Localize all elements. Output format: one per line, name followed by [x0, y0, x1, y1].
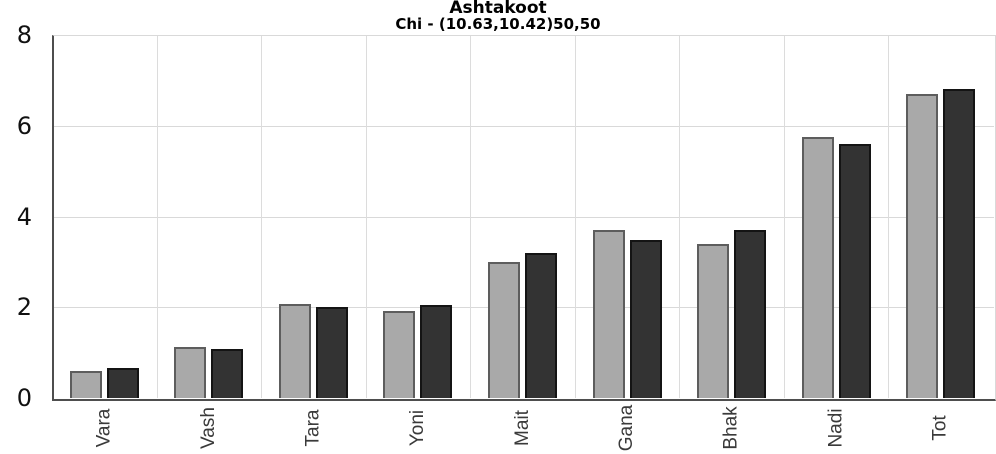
bar-dark-gray-series-bhak: [734, 230, 767, 398]
x-tick-label-nadi: Nadi: [806, 402, 866, 454]
gridline-x-6: [679, 36, 680, 398]
bar-dark-gray-series-gana: [629, 240, 662, 398]
bar-dark-gray-series-tot: [943, 89, 976, 398]
gridline-x-5: [575, 36, 576, 398]
y-tick-label: 8: [16, 21, 32, 49]
bar-light-gray-series-bhak: [697, 243, 730, 398]
x-tick-label-text: Tara: [302, 409, 324, 447]
x-tick-label-gana: Gana: [597, 402, 657, 454]
gridline-y-6: [54, 125, 994, 127]
x-tick-label-text: Yoni: [406, 409, 428, 447]
bar-light-gray-series-yoni: [383, 310, 416, 398]
x-tick-label-text: Mait: [511, 410, 533, 446]
y-tick-label: 0: [16, 384, 32, 412]
x-tick-label-tara: Tara: [283, 402, 343, 454]
bar-light-gray-series-nadi: [801, 137, 834, 398]
x-tick-label-text: Bhak: [720, 406, 742, 450]
bar-dark-gray-series-tara: [315, 307, 348, 398]
gridline-x-2: [261, 36, 262, 398]
bar-dark-gray-series-nadi: [838, 143, 871, 398]
gridline-x-8: [888, 36, 889, 398]
chart-title: Ashtakoot: [449, 0, 547, 18]
bar-light-gray-series-tot: [906, 93, 939, 398]
x-tick-label-text: Gana: [616, 404, 638, 452]
gridline-x-7: [784, 36, 785, 398]
bar-dark-gray-series-vash: [211, 348, 244, 398]
x-tick-label-text: Vara: [93, 408, 115, 448]
chart-subtitle: Chi - (10.63,10.42)50,50: [395, 15, 601, 33]
bar-light-gray-series-tara: [278, 304, 311, 398]
gridline-y-2: [54, 307, 994, 309]
y-tick-label: 4: [16, 202, 32, 231]
x-tick-label-tot: Tot: [911, 402, 971, 454]
x-tick-label-text: Vash: [197, 407, 219, 449]
x-tick-label-text: Nadi: [825, 408, 847, 448]
x-tick-label-text: Tot: [929, 415, 951, 441]
bar-light-gray-series-vash: [174, 347, 207, 398]
x-tick-label-mait: Mait: [493, 402, 553, 454]
bar-dark-gray-series-vara: [106, 368, 139, 398]
gridline-x-3: [366, 36, 367, 398]
bar-light-gray-series-gana: [592, 230, 625, 398]
bar-dark-gray-series-yoni: [420, 304, 453, 398]
x-tick-label-yoni: Yoni: [388, 402, 448, 454]
bar-light-gray-series-mait: [488, 261, 520, 398]
y-tick-label: 2: [16, 293, 32, 322]
x-tick-label-vash: Vash: [179, 402, 239, 454]
x-tick-label-vara: Vara: [74, 402, 134, 454]
y-tick-label: 6: [16, 111, 32, 140]
gridline-x-1: [157, 36, 158, 398]
gridline-y-4: [54, 216, 994, 218]
bar-dark-gray-series-mait: [525, 252, 557, 398]
gridline-x-4: [470, 36, 471, 398]
bar-light-gray-series-vara: [69, 370, 102, 398]
x-tick-label-bhak: Bhak: [702, 402, 762, 454]
